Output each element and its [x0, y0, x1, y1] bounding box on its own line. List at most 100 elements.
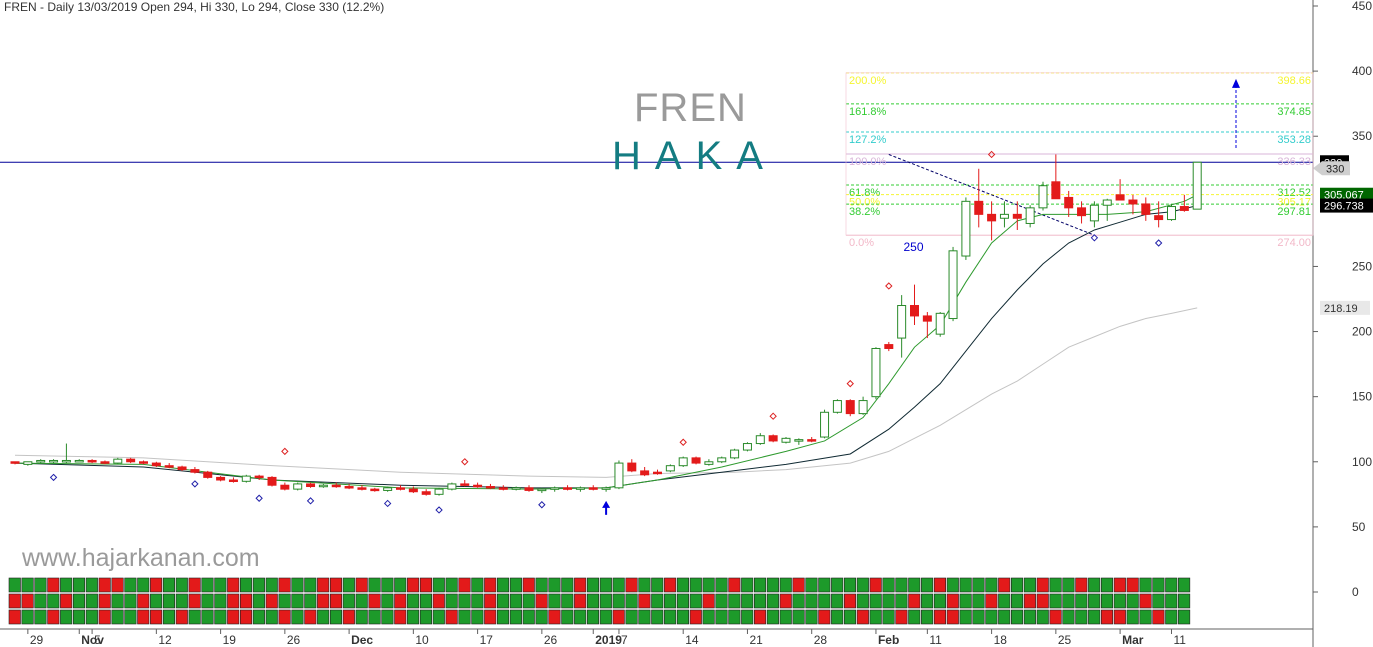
- indicator-cell: [252, 577, 265, 593]
- indicator-cell: [407, 609, 420, 625]
- indicator-cell: [342, 577, 355, 593]
- indicator-cell: [47, 593, 60, 609]
- candle-body: [177, 466, 187, 471]
- candle-body: [768, 435, 778, 442]
- indicator-cell: [599, 577, 612, 593]
- indicator-cell: [419, 593, 433, 609]
- time-axis-label: 17: [480, 633, 494, 647]
- candle-body: [61, 459, 71, 463]
- indicator-cell: [1113, 593, 1126, 609]
- indicator-cell: [522, 593, 535, 609]
- indicator-cell: [381, 593, 394, 609]
- time-axis-label: 26: [544, 633, 558, 647]
- candle-body: [524, 487, 534, 491]
- indicator-cell: [818, 577, 831, 593]
- fib-level-value: 312.52: [1277, 187, 1311, 199]
- price-axis-label: 100: [1352, 455, 1372, 469]
- indicator-cell: [8, 609, 21, 625]
- candle-body: [357, 487, 367, 490]
- indicator-cell: [548, 609, 561, 625]
- candle-body: [421, 491, 431, 495]
- indicator-cell: [407, 593, 420, 609]
- watermark: www.hajarkanan.com: [22, 544, 260, 572]
- indicator-cell: [1075, 577, 1088, 593]
- indicator-cell: [766, 593, 779, 609]
- moving-average-slow: [14, 205, 1198, 489]
- indicator-cell: [201, 577, 214, 593]
- time-axis-label: 19: [223, 633, 237, 647]
- high-pivot-marker: [679, 438, 687, 446]
- indicator-cell: [535, 577, 548, 593]
- indicator-cell: [342, 593, 355, 609]
- candle-body: [1077, 207, 1087, 217]
- indicator-cell: [124, 609, 137, 625]
- indicator-cell: [818, 609, 831, 625]
- indicator-cell: [47, 577, 60, 593]
- indicator-cell: [227, 593, 240, 609]
- indicator-cell: [895, 609, 908, 625]
- indicator-cell: [227, 577, 240, 593]
- indicator-cell: [766, 577, 779, 593]
- indicator-cell: [240, 577, 253, 593]
- indicator-cell: [664, 609, 677, 625]
- indicator-cell: [1113, 609, 1126, 625]
- indicator-cell: [432, 609, 445, 625]
- high-pivot-marker: [846, 379, 854, 388]
- indicator-cell: [291, 593, 304, 609]
- indicator-cell: [792, 577, 805, 593]
- annotation-label: 250: [904, 240, 924, 254]
- indicator-cell: [522, 577, 535, 593]
- candle-body: [447, 483, 457, 490]
- candle-body: [588, 487, 598, 490]
- indicator-cell: [214, 577, 227, 593]
- candle-body: [575, 487, 585, 490]
- candle-body: [794, 439, 804, 442]
- indicator-cell: [831, 577, 844, 593]
- candle-body: [87, 459, 97, 463]
- indicator-cell: [831, 593, 844, 609]
- candle-body: [344, 486, 354, 489]
- indicator-cell: [689, 577, 702, 593]
- indicator-cell: [47, 609, 60, 625]
- indicator-cell: [856, 593, 869, 609]
- candle-body: [434, 488, 444, 495]
- indicator-cell: [946, 609, 959, 625]
- time-axis-label: 2019: [595, 633, 622, 647]
- candle-body: [614, 462, 624, 489]
- indicator-cell: [278, 577, 291, 593]
- indicator-cell: [676, 593, 690, 609]
- indicator-cell: [72, 593, 86, 609]
- indicator-cell: [676, 577, 690, 593]
- candle-body: [550, 487, 560, 490]
- indicator-cell: [317, 577, 330, 593]
- indicator-cell: [8, 593, 21, 609]
- fib-level-value: 305.17: [1277, 197, 1311, 209]
- indicator-cell: [188, 577, 201, 593]
- candle-body: [1064, 196, 1074, 209]
- indicator-cell: [72, 609, 86, 625]
- indicator-cell: [766, 609, 779, 625]
- time-axis-label: 18: [994, 633, 1008, 647]
- indicator-cell: [496, 593, 510, 609]
- indicator-cell: [355, 609, 368, 625]
- candle-body: [23, 461, 33, 465]
- price-axis-label: 450: [1352, 0, 1372, 13]
- candle-body: [1089, 204, 1099, 222]
- indicator-cell: [843, 577, 857, 593]
- indicator-cell: [998, 593, 1011, 609]
- candle-body: [293, 483, 303, 490]
- indicator-cell: [265, 593, 278, 609]
- candle-body: [781, 437, 791, 443]
- indicator-cell: [1178, 577, 1191, 593]
- indicator-cell: [60, 593, 73, 609]
- indicator-cell: [291, 609, 304, 625]
- indicator-cell: [509, 609, 522, 625]
- indicator-cell: [150, 577, 163, 593]
- indicator-cell: [355, 577, 368, 593]
- fib-level-pct: 200.0%: [849, 75, 887, 87]
- time-axis-label: 7: [621, 633, 628, 647]
- candle-body: [563, 487, 573, 490]
- time-axis-label: 10: [415, 633, 429, 647]
- indicator-cell: [805, 577, 818, 593]
